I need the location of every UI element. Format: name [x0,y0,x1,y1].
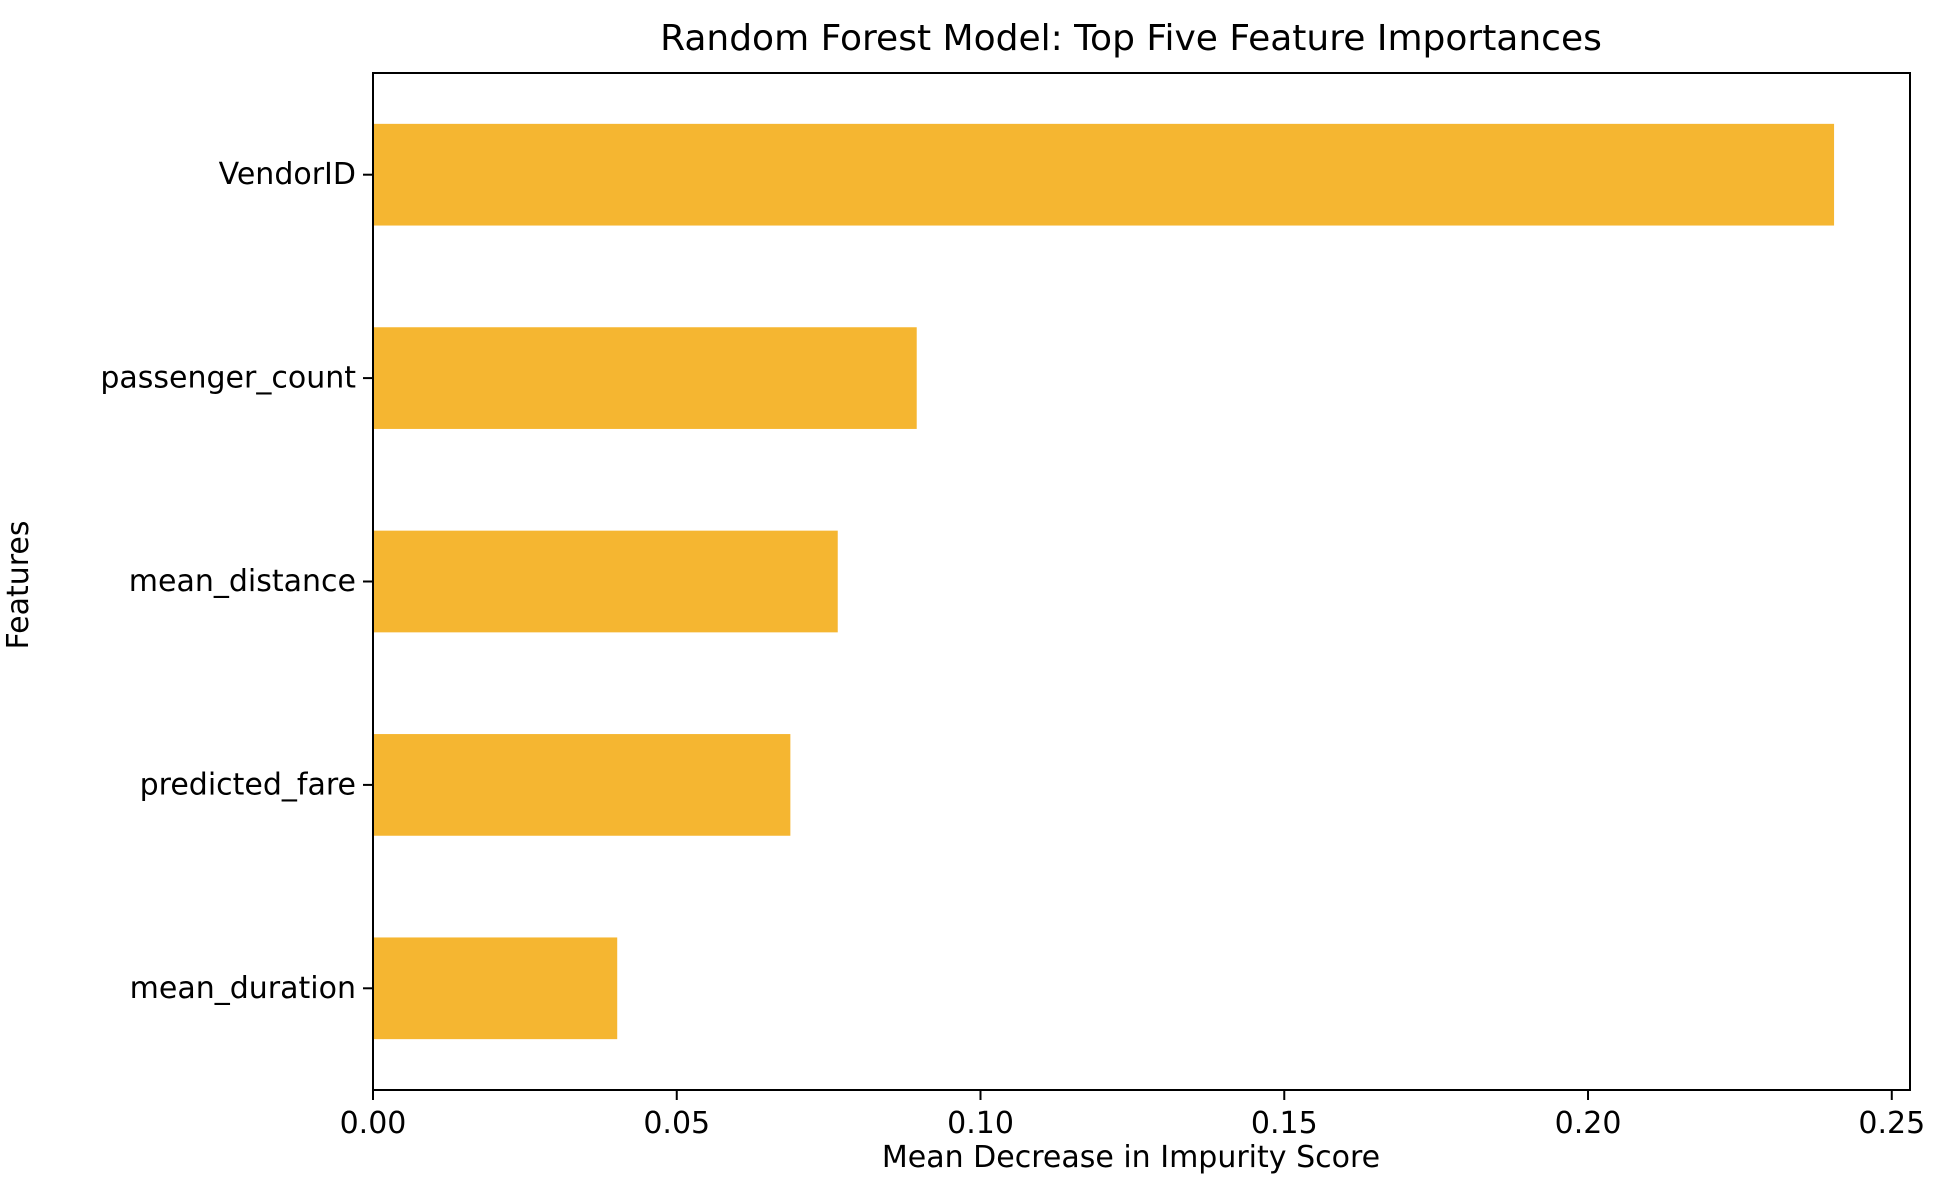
bars-layer [373,123,1835,1040]
chart-title: Random Forest Model: Top Five Feature Im… [660,18,1602,59]
x-tick-label: 0.20 [1555,1106,1622,1141]
x-tick-label: 0.10 [947,1106,1014,1141]
x-tick-label: 0.05 [643,1106,710,1141]
bar-passenger_count [373,327,917,429]
plot-frame [372,72,1911,1091]
y-tick-label: mean_distance [129,564,356,599]
y-tick-label: passenger_count [100,361,356,396]
bar-VendorID [373,123,1835,226]
y-axis-label: Features [1,521,36,650]
x-tick-label: 0.15 [1251,1106,1318,1141]
y-tick-label: predicted_fare [140,767,356,802]
bar-predicted_fare [373,734,791,836]
x-tick-label: 0.00 [340,1106,407,1141]
bar-mean_duration [373,937,618,1040]
bar-mean_distance [373,530,838,633]
y-tick-label: mean_duration [130,971,356,1006]
ticks-layer: VendorID passenger_count mean_distancepred… [100,157,1925,1141]
x-tick-label: 0.25 [1858,1106,1925,1141]
x-axis-label: Mean Decrease in Impurity Score [882,1140,1380,1175]
y-tick-label: VendorID [219,157,356,192]
